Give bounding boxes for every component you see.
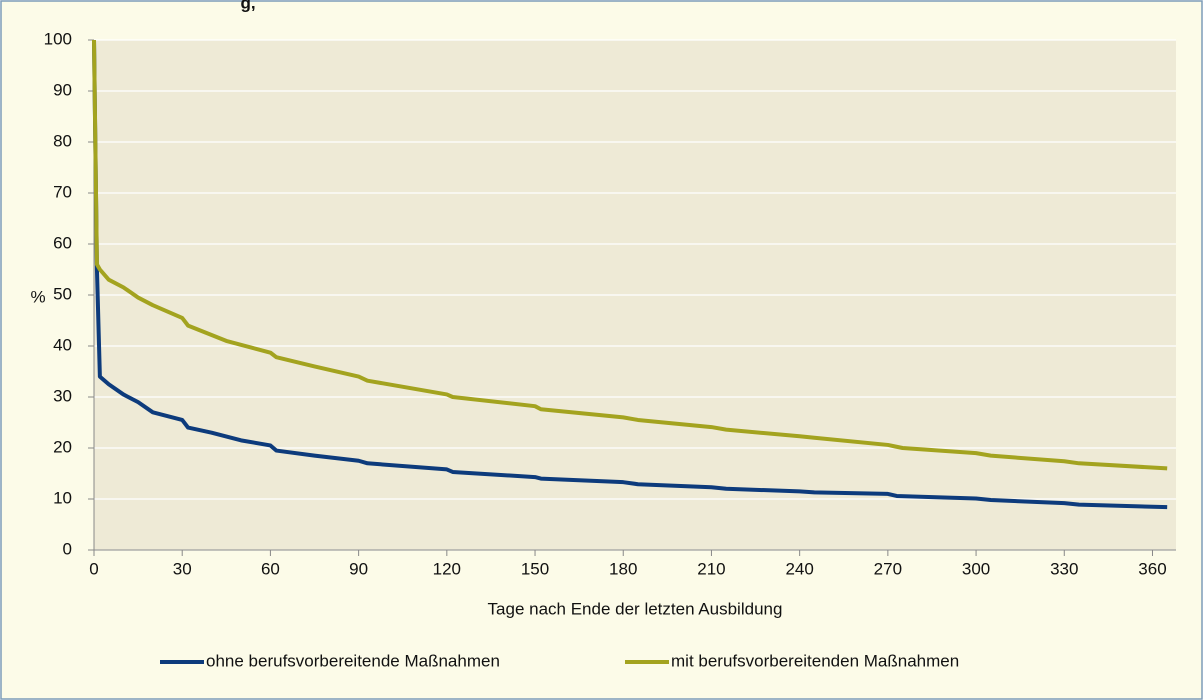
y-tick-label: 90 (53, 80, 72, 99)
x-tick-label: 360 (1138, 559, 1166, 578)
x-axis-label: Tage nach Ende der letzten Ausbildung (488, 599, 783, 618)
legend-label: mit berufsvorbereitenden Maßnahmen (671, 651, 959, 670)
x-tick-label: 210 (697, 559, 725, 578)
y-tick-label: 70 (53, 182, 72, 201)
x-tick-label: 240 (785, 559, 813, 578)
x-tick-label: 60 (261, 559, 280, 578)
y-tick-label: 50 (53, 284, 72, 303)
y-tick-label: 30 (53, 386, 72, 405)
y-tick-label: 80 (53, 131, 72, 150)
legend-label: ohne berufsvorbereitende Maßnahmen (206, 651, 500, 670)
y-tick-label: 60 (53, 233, 72, 252)
y-tick-label: 0 (63, 539, 72, 558)
y-tick-label: 10 (53, 488, 72, 507)
y-tick-label: 40 (53, 335, 72, 354)
x-tick-label: 300 (962, 559, 990, 578)
series-line (92, 39, 1168, 510)
series-line (92, 39, 1168, 471)
x-tick-label: 120 (433, 559, 461, 578)
x-tick-label: 30 (173, 559, 192, 578)
y-tick-label: 100 (44, 29, 72, 48)
y-tick-label: 20 (53, 437, 72, 456)
x-tick-label: 0 (89, 559, 98, 578)
y-axis-label: % (30, 287, 45, 306)
x-tick-label: 90 (349, 559, 368, 578)
chart-title: g, (240, 0, 255, 12)
x-tick-label: 330 (1050, 559, 1078, 578)
x-tick-label: 270 (874, 559, 902, 578)
x-tick-label: 150 (521, 559, 549, 578)
x-tick-label: 180 (609, 559, 637, 578)
